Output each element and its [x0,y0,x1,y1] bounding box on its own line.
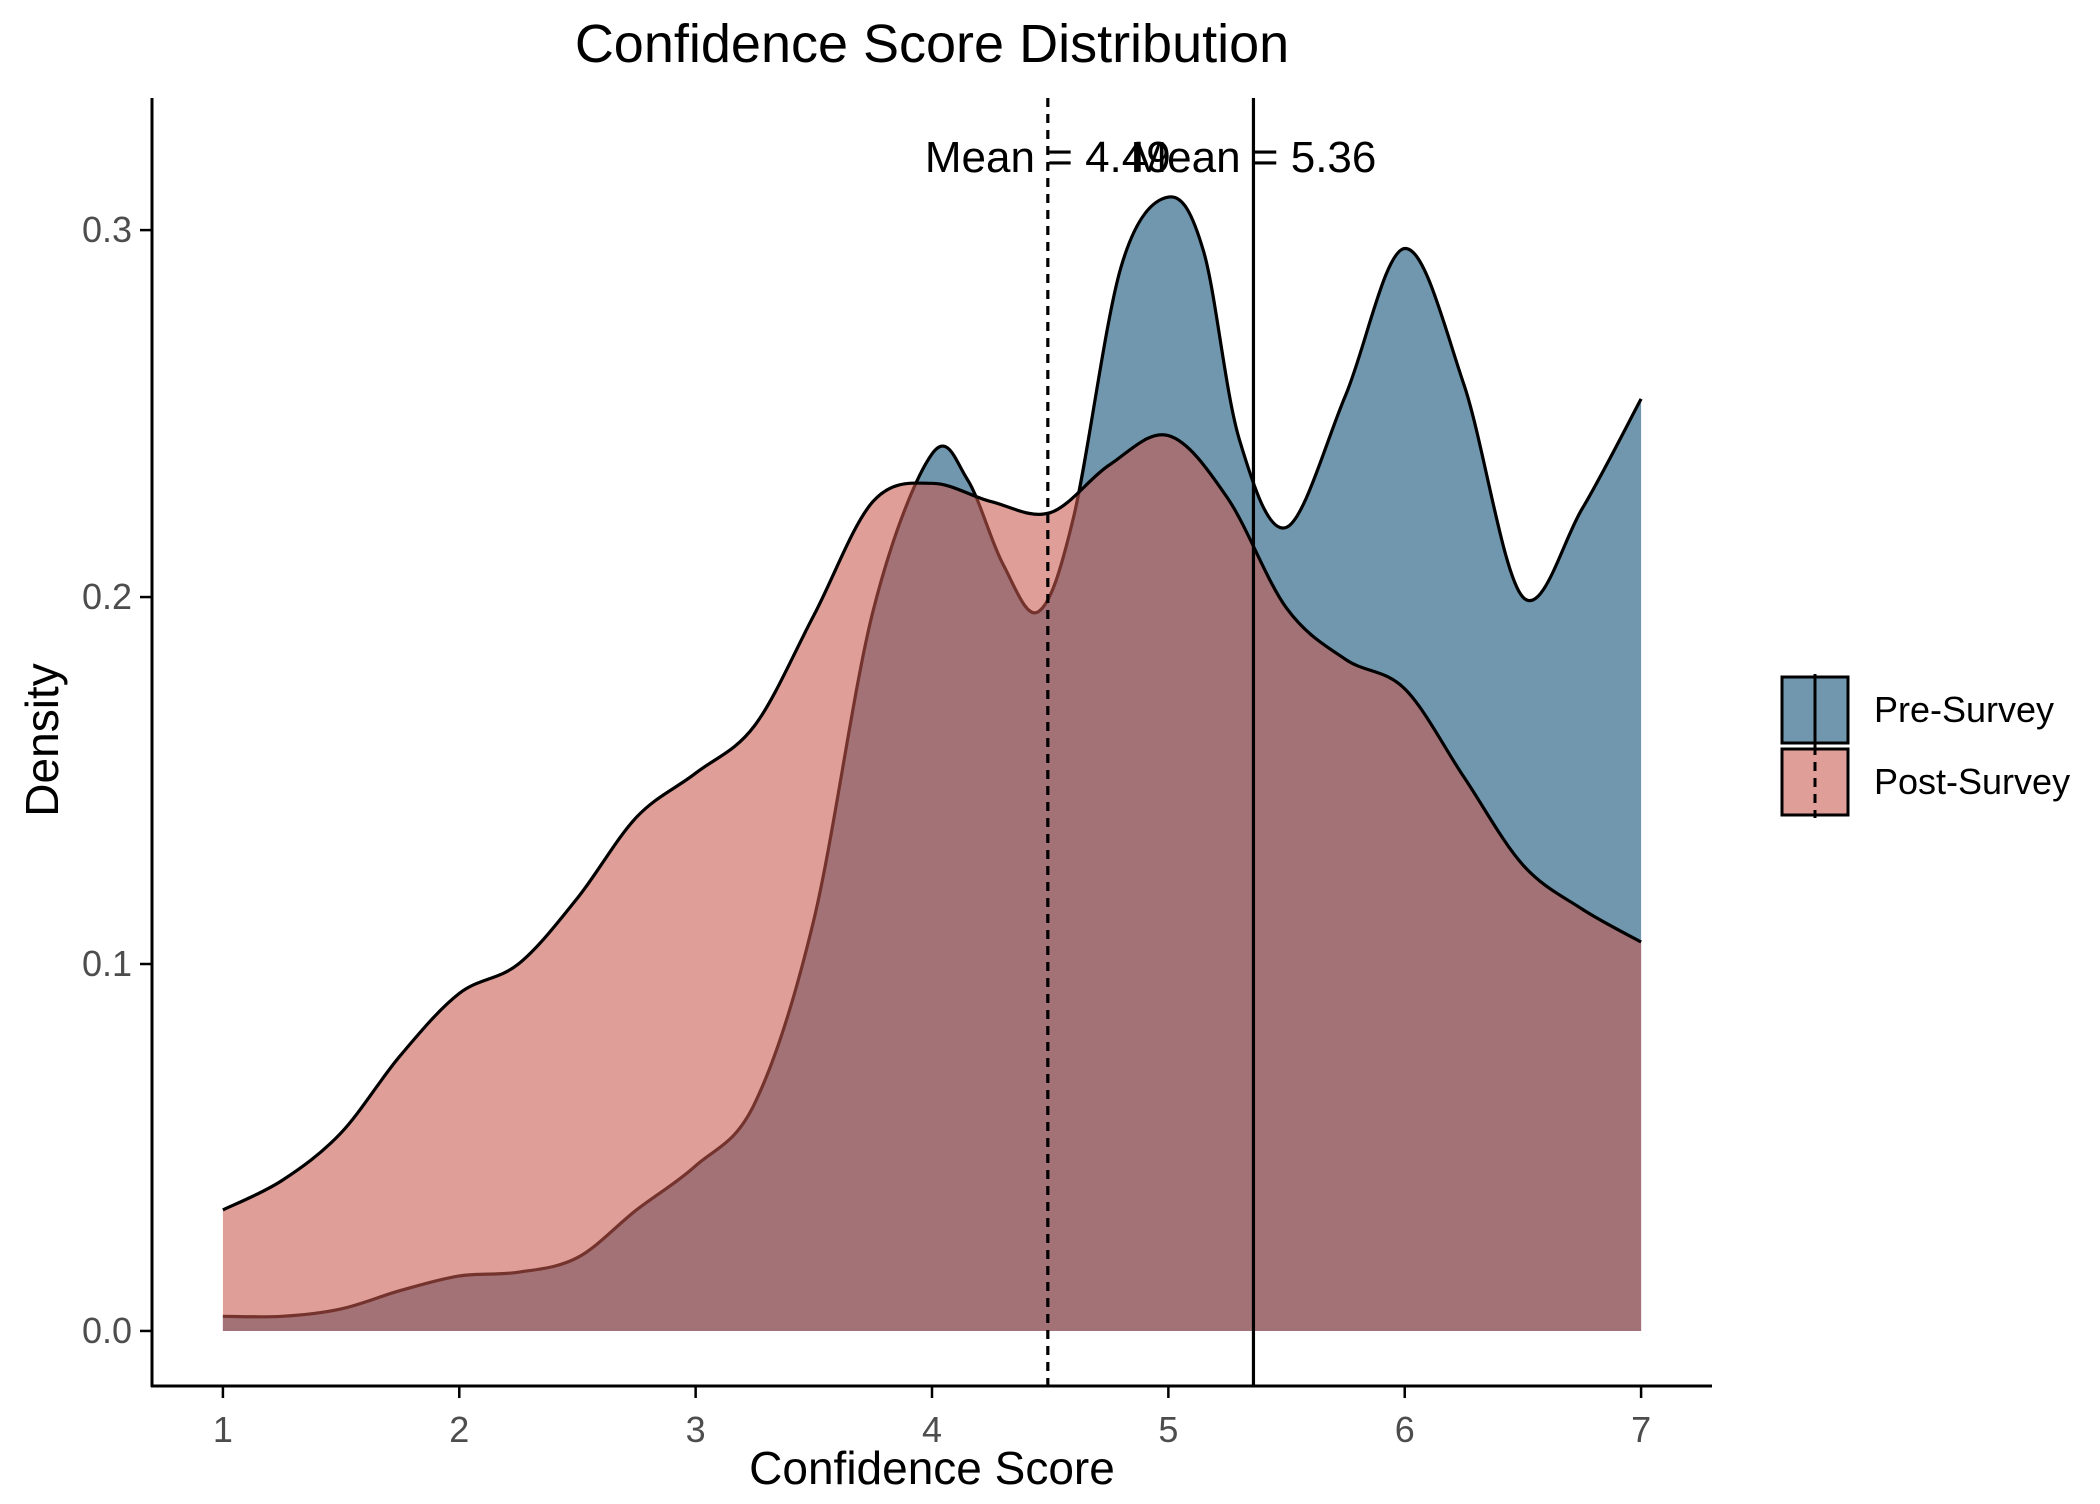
legend-item-post-survey: Post-Survey [1780,746,2070,818]
x-tick-label: 2 [449,1409,469,1450]
x-tick-label: 7 [1631,1409,1651,1450]
legend-label-post-survey: Post-Survey [1874,761,2070,802]
mean-label-post-survey: Mean = 4.49 [925,133,1171,182]
chart-title: Confidence Score Distribution [575,14,1289,74]
x-tick-label: 1 [213,1409,233,1450]
y-tick-label: 0.1 [82,943,132,984]
area-post-survey [222,434,1642,1332]
y-axis-title: Density [16,663,68,816]
x-tick-label: 3 [686,1409,706,1450]
mean-lines [1046,98,1256,1386]
y-tick-label: 0.0 [82,1310,132,1351]
density-areas [222,195,1643,1332]
x-axis-title: Confidence Score [749,1442,1115,1494]
x-tick-label: 6 [1395,1409,1415,1450]
x-axis-ticks: 1 2 3 4 5 6 7 [213,1386,1651,1450]
x-tick-label: 4 [922,1409,942,1450]
y-axis-ticks: 0.0 0.1 0.2 0.3 [82,209,152,1351]
y-tick-label: 0.2 [82,576,132,617]
y-tick-label: 0.3 [82,209,132,250]
mean-label-pre-survey: Mean = 5.36 [1131,133,1377,182]
legend: Pre-Survey Post-Survey [1780,674,2070,818]
density-line-post-survey [222,433,1642,1212]
x-tick-label: 5 [1158,1409,1178,1450]
legend-item-pre-survey: Pre-Survey [1780,674,2054,746]
legend-label-pre-survey: Pre-Survey [1874,689,2054,730]
